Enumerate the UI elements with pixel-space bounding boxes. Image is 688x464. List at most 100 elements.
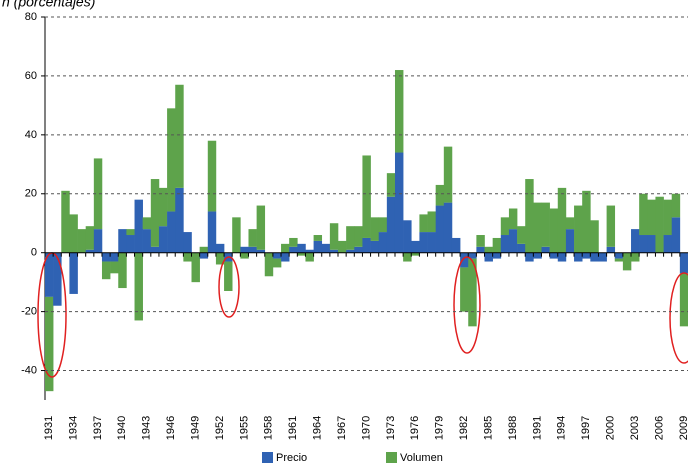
x-tick-label: 1949 [189,416,201,440]
bar-segment [582,252,591,259]
bar-segment [411,252,420,256]
highlight-ellipse [669,272,688,364]
bar-segment [386,196,396,253]
bar-segment [101,252,111,262]
bar-segment [346,226,355,250]
bar-segment [232,217,241,253]
chart-title: n (porcentajes) [2,0,95,10]
bar-segment [492,252,502,259]
bar-segment [671,217,681,253]
y-tick-label: 20 [25,188,37,200]
x-tick-label: 1988 [507,416,519,440]
x-tick-label: 1934 [67,416,79,440]
bar-segment [419,232,428,253]
bar-segment [272,252,282,259]
bar-segment [500,235,510,253]
bar-segment [590,252,599,262]
bar-segment [45,252,54,297]
x-tick-label: 1970 [360,416,372,440]
bar-segment [158,187,168,227]
x-tick-label: 1997 [580,416,592,440]
bar-segment [215,252,225,265]
annotations [37,252,688,378]
bar-segment [476,235,485,247]
bar-segment [110,261,119,274]
bar-segment [321,243,331,253]
bar-segment [631,252,640,262]
y-tick-label: 40 [25,129,37,141]
bar-segment [313,240,323,253]
x-tick-label: 1991 [531,416,543,440]
bar-segment [443,202,453,253]
bar-segment [460,252,469,268]
bar-segment [158,226,168,253]
bar-segment [150,179,160,247]
bar-segment [394,70,404,153]
bar-segment [606,205,616,247]
bar-segment [614,258,624,262]
bar-segment [256,205,266,250]
bar-segment [663,235,673,253]
bar-segment [614,252,624,259]
bar-segment [134,199,143,253]
bar-segment [126,229,135,236]
bar-segment [199,246,209,253]
bar-segment [427,232,436,253]
x-tick-label: 1994 [556,416,568,440]
bar-segment [484,252,493,262]
bar-segment [313,235,323,241]
bar-segment [508,229,518,253]
bar-segment [679,273,688,327]
bar-segment [77,229,86,253]
bar-segment [468,258,477,327]
bar-segment [289,237,298,247]
bar-segment [329,249,339,253]
bar-segment [647,235,656,253]
bar-segment [549,252,559,259]
x-tick-label: 1967 [336,416,348,440]
bar-segment [175,187,184,253]
y-tick-label: -20 [21,306,37,318]
x-tick-label: 2000 [605,416,617,440]
bar-segment [500,217,510,236]
x-tick-label: 1985 [482,416,494,440]
bar-segment [305,249,314,253]
x-tick-label: 1940 [116,416,128,440]
bar-segment [101,261,111,280]
bar-segment [639,193,648,236]
legend-swatch [386,452,397,463]
x-tick-label: 1979 [434,416,446,440]
y-tick-label: 0 [31,247,37,259]
bar-segment [346,249,355,253]
bar-segment [427,211,436,233]
bar-segment [517,226,526,244]
bar-segment [248,246,257,253]
bar-segment [118,252,127,289]
bar-segment [663,199,673,236]
bar-segment [655,196,664,253]
x-tick-label: 1946 [165,416,177,440]
x-tick-label: 1943 [141,416,153,440]
bar-segment [167,211,176,253]
bar-segment [565,229,575,253]
x-tick-label: 1982 [458,416,470,440]
bar-segment [224,261,233,291]
bar-segment [590,220,599,253]
bar-segment [167,108,176,212]
bar-segment [61,190,70,253]
bar-segment [281,252,290,262]
legend-label: Precio [276,452,307,464]
x-tick-label: 2006 [653,416,665,440]
bar-segment [679,252,688,274]
bar-segment [557,187,567,253]
bar-segment [85,226,95,250]
bar-segment [134,252,143,321]
bar-segment [525,252,534,262]
bar-segment [378,232,388,253]
bar-segment [574,205,583,253]
bar-segment [93,158,103,230]
bar-segment [403,252,412,262]
bar-segment [207,211,217,253]
bar-segment [394,152,404,253]
bar-segment [541,246,550,253]
